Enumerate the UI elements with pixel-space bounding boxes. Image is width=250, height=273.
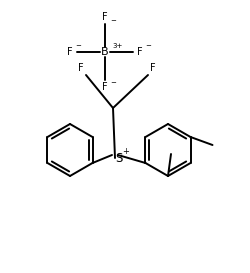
Text: −: − [110,18,116,24]
Text: F: F [150,63,156,73]
Text: F: F [67,47,73,57]
Text: F: F [102,82,108,92]
Text: F: F [137,47,143,57]
Text: F: F [78,63,84,73]
Text: −: − [110,80,116,86]
Text: 3+: 3+ [112,43,122,49]
Text: −: − [145,43,151,49]
Text: F: F [102,12,108,22]
Text: −: − [75,43,81,49]
Text: S: S [115,152,123,165]
Text: +: + [122,147,130,156]
Text: B: B [101,47,109,57]
